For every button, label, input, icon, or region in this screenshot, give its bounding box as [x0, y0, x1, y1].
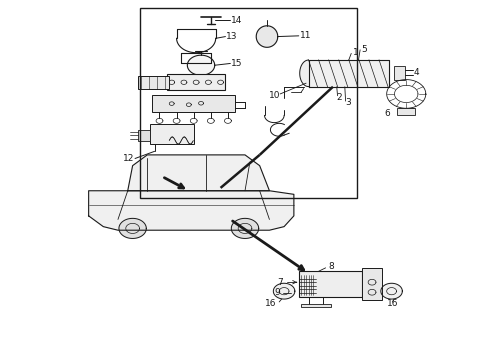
Text: 11: 11	[300, 31, 311, 40]
Text: 5: 5	[361, 45, 367, 54]
Text: 8: 8	[328, 262, 334, 271]
Text: 2: 2	[337, 93, 343, 102]
Text: 12: 12	[123, 154, 134, 163]
Bar	[152, 95, 235, 112]
Text: 15: 15	[231, 59, 243, 68]
Polygon shape	[128, 155, 270, 191]
Text: 16: 16	[387, 299, 398, 308]
Text: 9: 9	[274, 288, 280, 297]
Text: 13: 13	[226, 32, 238, 41]
Bar	[138, 76, 169, 89]
Text: 10: 10	[270, 91, 281, 100]
Text: 3: 3	[345, 98, 350, 107]
Bar	[138, 130, 150, 140]
Polygon shape	[381, 283, 402, 299]
FancyBboxPatch shape	[167, 74, 225, 90]
Text: 6: 6	[384, 109, 390, 118]
Polygon shape	[300, 60, 309, 87]
Text: 14: 14	[231, 16, 243, 25]
Polygon shape	[256, 26, 278, 47]
Polygon shape	[231, 219, 259, 238]
Polygon shape	[273, 283, 295, 299]
Bar	[394, 66, 405, 81]
Text: 4: 4	[414, 68, 419, 77]
Bar	[397, 108, 415, 116]
Polygon shape	[187, 55, 215, 75]
Text: 16: 16	[265, 299, 276, 308]
Bar	[301, 304, 331, 307]
Polygon shape	[309, 60, 389, 87]
Bar	[299, 271, 362, 297]
Text: 1: 1	[353, 48, 359, 57]
Polygon shape	[119, 219, 147, 238]
Bar	[362, 268, 382, 300]
Polygon shape	[89, 191, 294, 230]
Text: 7: 7	[277, 278, 283, 287]
Bar	[150, 125, 194, 144]
